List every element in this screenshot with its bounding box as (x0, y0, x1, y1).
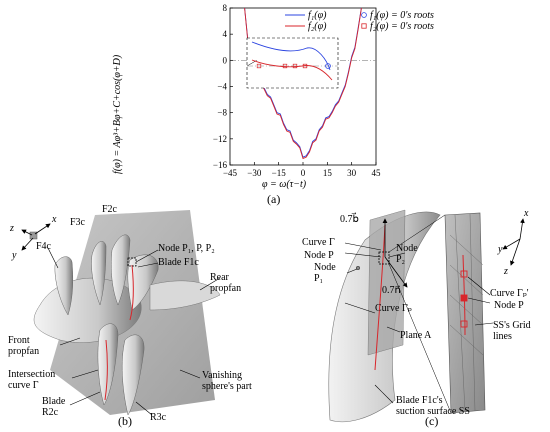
panel-c-figure (328, 209, 525, 423)
x-tick-label: 15 (323, 168, 333, 178)
label-node-p2: Node P₂ (396, 243, 418, 265)
label-suction-surface: Blade F1c's suction surface SS (396, 395, 470, 417)
x-tick-label: −15 (272, 168, 287, 178)
intersection-curve (129, 264, 134, 321)
y-tick-label: −8 (217, 108, 227, 118)
legend-f2-root (361, 23, 367, 29)
label-ss-grid: SS's Grid lines (493, 320, 531, 342)
plane-a (367, 209, 406, 356)
y-tick-label: −12 (213, 134, 227, 144)
node-p1-dot (355, 265, 360, 270)
inset-root-f2 (302, 63, 308, 69)
legend-f2: f₂(φ) (308, 21, 327, 32)
inset-root-f1 (325, 63, 331, 69)
x-tick-label: 30 (347, 168, 357, 178)
zoom-node-top (460, 270, 468, 278)
label-b-vector: 0.7b⃗ (340, 214, 359, 225)
x-tick-label: 0 (301, 168, 306, 178)
chart-a: −45 −30 −15 0 15 30 45 8 4 0 −4 −8 −12 −16 (213, 3, 382, 178)
inset-f2 (251, 59, 333, 81)
legend-f2-roots: f₂(φ) = 0's roots (370, 21, 434, 32)
label-node-p-zoom: Node P (494, 300, 524, 311)
x-tick-label: −30 (247, 168, 262, 178)
axis-triad-b (21, 223, 51, 251)
axis-triad-c (502, 218, 525, 266)
blade-f2c (111, 234, 131, 306)
y-tick-label: 4 (223, 29, 228, 39)
label-curve-gamma-p-prime: Curve Γₚ' (490, 288, 529, 299)
label-n-vector: 0.7n⃗ (382, 285, 401, 296)
zoom-node-p (460, 294, 468, 302)
label-f3c: F3c (70, 217, 85, 228)
blade-r2c (97, 323, 119, 406)
label-curve-gamma: Curve Γ (302, 237, 335, 248)
blade-r3c (121, 334, 145, 416)
label-blade-r2c: Blade R2c (42, 396, 66, 418)
blade-f3c (91, 241, 107, 306)
inset-root-f2 (256, 63, 262, 69)
label-rear-propfan: Rear propfan (210, 272, 242, 294)
y-tick-label: −4 (217, 82, 227, 92)
chart-a-xlabel: φ = ω(τ−t) (262, 179, 307, 190)
panel-b-figure (21, 210, 221, 416)
node-box-c (378, 251, 390, 265)
axis-b-y: y (12, 250, 17, 261)
x-tick-label: 45 (372, 168, 382, 178)
blade-f1c (127, 254, 159, 311)
curve-gamma (374, 224, 386, 371)
label-node-p1: Node P₁ (314, 262, 336, 284)
label-front-propfan: Front propfan (8, 335, 40, 357)
label-intersection: Intersection curve Γ (8, 369, 56, 391)
caption-c: (c) (425, 414, 439, 428)
label-node-b: Node P₁, P, P₂ (158, 243, 215, 254)
caption-b: (b) (118, 414, 132, 428)
label-r3c: R3c (150, 412, 167, 423)
y-tick-label: −16 (213, 160, 228, 170)
label-plane-a: Plane A (400, 330, 432, 341)
zoom-node-bottom (460, 320, 468, 328)
legend-f1-root (361, 12, 367, 18)
label-blade-f1c: Blade F1c (158, 257, 199, 268)
label-f2c: F2c (102, 204, 117, 215)
legend-f1-roots: f₁(φ) = 0's roots (370, 10, 434, 21)
blade-f4c (54, 256, 74, 316)
label-f4c: F4c (36, 241, 51, 252)
inset-root-f2 (292, 63, 298, 69)
y-tick-label: 8 (223, 3, 228, 13)
legend-f1: f₁(φ) (308, 10, 327, 21)
chart-a-ylabel: f(φ) = Aφ³+Bφ+C+cos(φ+D) (112, 54, 123, 174)
axis-b-x: x (52, 214, 57, 225)
axis-c-y: y (498, 244, 503, 255)
label-node-p: Node P (304, 250, 334, 261)
inset-root-f2 (282, 63, 288, 69)
x-tick-label: −45 (223, 168, 238, 178)
axis-c-z: z (504, 266, 508, 277)
axis-c-x: x (524, 208, 529, 219)
label-vanishing: Vanishing sphere's part (202, 370, 252, 392)
axis-b-z: z (10, 223, 14, 234)
label-curve-gamma-p: Curve Γₚ (375, 303, 412, 314)
caption-a: (a) (267, 192, 281, 206)
inset-f1 (251, 41, 331, 71)
y-tick-label: 0 (223, 55, 228, 65)
